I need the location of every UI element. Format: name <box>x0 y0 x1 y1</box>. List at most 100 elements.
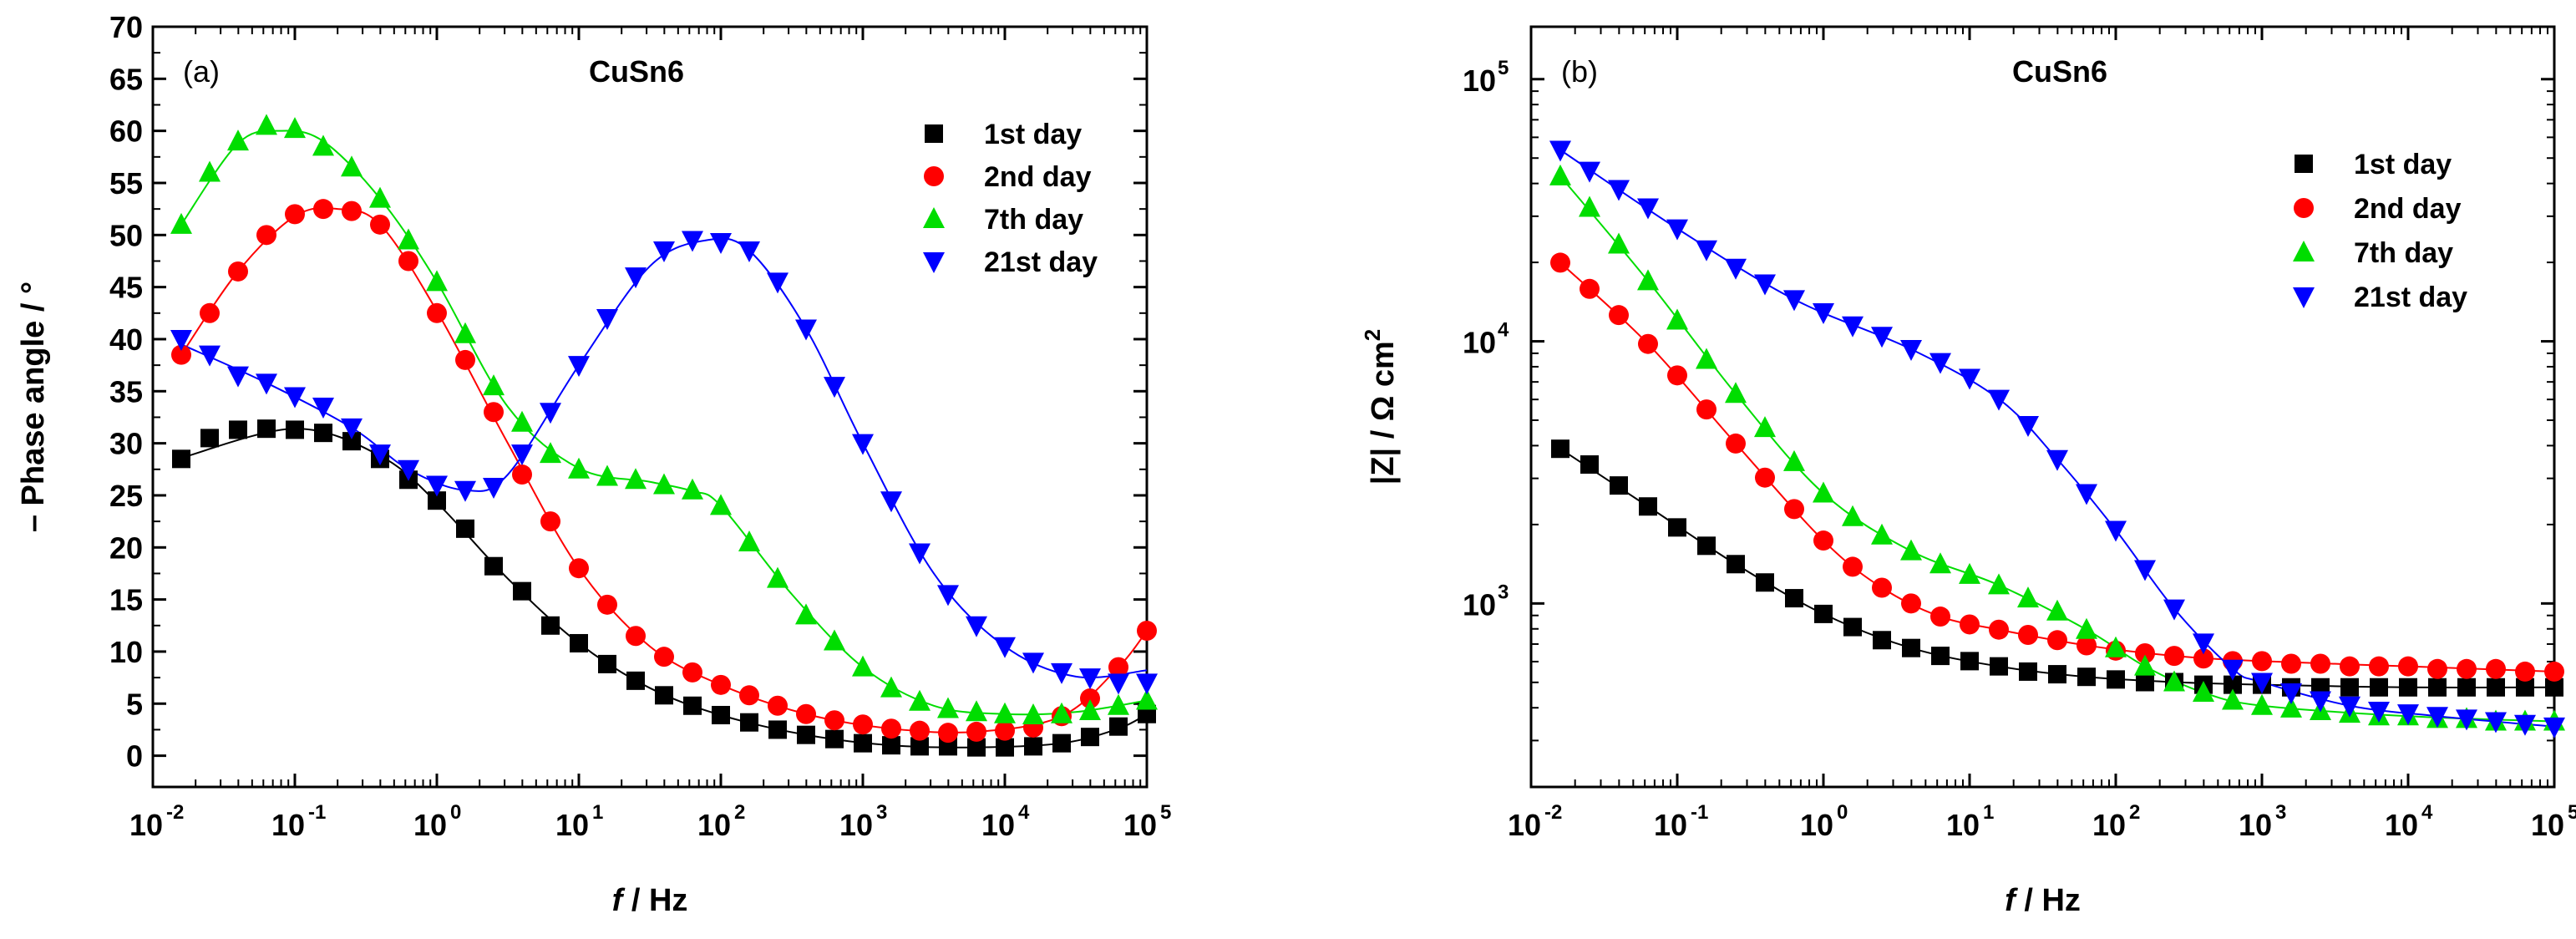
y-tick-label: 10 <box>1463 587 1496 622</box>
data-point <box>710 494 732 515</box>
data-point <box>454 480 476 502</box>
data-point <box>994 637 1016 658</box>
x-tick-label: 10 <box>839 808 873 842</box>
data-point <box>2399 678 2417 697</box>
y-tick-exponent: 4 <box>1498 319 1509 342</box>
data-point <box>1608 180 1630 201</box>
data-point <box>2281 653 2301 674</box>
data-point <box>1108 657 1128 678</box>
x-tick-label: 10 <box>1508 808 1541 842</box>
data-point <box>1580 278 1600 299</box>
y-tick-label: 40 <box>109 322 143 357</box>
data-point <box>653 473 675 495</box>
x-tick-exponent: 1 <box>592 801 603 824</box>
chart-title: CuSn6 <box>589 54 684 89</box>
data-point <box>910 720 930 741</box>
legend-marker <box>2293 287 2315 308</box>
data-point <box>910 737 929 756</box>
data-point <box>1667 365 1687 386</box>
data-point <box>2456 709 2477 731</box>
data-point <box>370 214 390 235</box>
data-point <box>939 737 957 756</box>
y-axis-label: – Phase angle / ° <box>16 282 51 532</box>
data-point <box>2076 617 2097 639</box>
data-point <box>2515 661 2535 682</box>
x-tick-label: 10 <box>2385 808 2418 842</box>
data-point <box>2457 678 2476 697</box>
y-tick-label: 35 <box>109 374 143 409</box>
legend-marker <box>2295 155 2313 173</box>
data-point <box>570 633 588 652</box>
data-point <box>2193 681 2214 703</box>
data-point <box>767 566 789 588</box>
data-point <box>341 418 363 439</box>
data-point <box>1697 536 1716 556</box>
data-point <box>795 319 817 341</box>
data-point <box>1551 439 1569 459</box>
panel-label: (a) <box>183 54 220 89</box>
data-point <box>2427 658 2447 679</box>
y-tick-label: 70 <box>109 10 143 44</box>
data-point <box>398 459 419 481</box>
x-tick-label: 10 <box>1800 808 1833 842</box>
data-point <box>284 387 306 409</box>
series-21st-day <box>170 231 1158 695</box>
data-point <box>314 424 332 443</box>
data-point <box>568 356 590 378</box>
data-point <box>1579 195 1600 217</box>
data-point <box>170 329 192 351</box>
data-point <box>2077 635 2097 656</box>
x-tick-label: 10 <box>981 808 1015 842</box>
data-point <box>797 725 815 744</box>
x-tick-exponent: 0 <box>450 801 461 824</box>
data-point <box>1872 577 1892 598</box>
data-point <box>795 603 817 625</box>
data-point <box>1813 530 1833 551</box>
x-tick-exponent: 1 <box>1983 801 1994 824</box>
data-point <box>229 420 247 439</box>
data-point <box>767 272 789 294</box>
x-tick-exponent: 2 <box>734 801 745 824</box>
data-point <box>1727 555 1745 574</box>
data-point <box>1666 308 1688 330</box>
data-point <box>796 703 816 724</box>
data-point <box>2017 415 2039 437</box>
data-point <box>1079 668 1101 690</box>
data-point <box>2426 707 2448 728</box>
data-point <box>1549 140 1571 162</box>
data-point <box>1696 399 1716 420</box>
data-point <box>2136 673 2154 692</box>
x-tick-exponent: 5 <box>1160 801 1171 824</box>
data-point <box>426 475 448 497</box>
data-point <box>1024 737 1042 756</box>
data-point <box>398 228 419 250</box>
data-point <box>454 322 476 343</box>
data-point <box>1109 717 1128 736</box>
legend-marker <box>2293 241 2315 261</box>
y-tick-label: 55 <box>109 166 143 200</box>
legend-label: 7th day <box>2354 237 2453 269</box>
data-point <box>1959 562 1980 584</box>
data-point <box>172 449 190 469</box>
fit-line <box>180 237 1148 679</box>
x-tick-label: 10 <box>1123 808 1157 842</box>
data-point <box>1022 652 1044 674</box>
x-axis-label: f / Hz <box>612 883 688 918</box>
phase-angle-chart: 10 -2 10 -1 10 0 10 1 10 2 10 3 10 4 10 5 0510152025303… <box>16 10 1171 918</box>
x-tick-exponent: -1 <box>1691 801 1708 824</box>
y-tick-label: 50 <box>109 218 143 252</box>
y-tick-label: 20 <box>109 530 143 565</box>
data-point <box>710 233 732 255</box>
data-point <box>966 616 987 637</box>
x-tick-label: 10 <box>555 808 589 842</box>
data-point <box>853 714 873 735</box>
data-point <box>284 117 306 139</box>
y-axis-label-sup: 2 <box>1360 329 1385 341</box>
data-point <box>738 530 760 552</box>
data-point <box>1929 552 1951 574</box>
series-1st-day <box>1551 439 2563 697</box>
data-point <box>2047 630 2067 651</box>
data-point <box>2224 675 2242 694</box>
x-tick-label: 10 <box>271 808 305 842</box>
data-point <box>540 403 561 424</box>
